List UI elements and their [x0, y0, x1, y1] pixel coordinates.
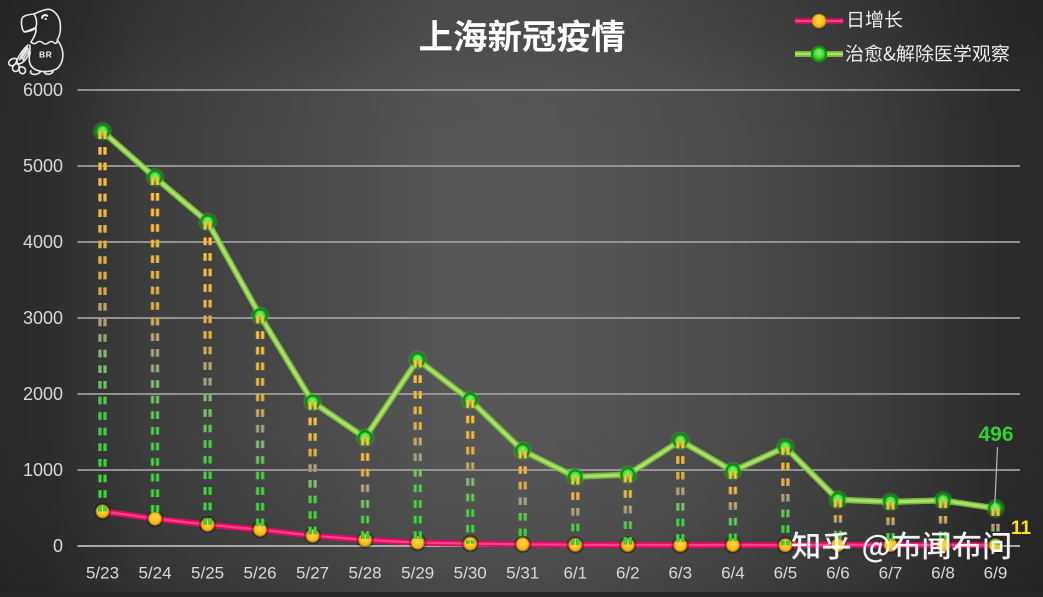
svg-text:496: 496: [978, 423, 1013, 446]
svg-text:6/3: 6/3: [668, 564, 692, 583]
svg-text:5/31: 5/31: [506, 564, 539, 583]
svg-text:5/29: 5/29: [401, 564, 434, 583]
svg-text:5/28: 5/28: [349, 564, 382, 583]
svg-text:6/9: 6/9: [984, 564, 1008, 583]
svg-text:4000: 4000: [23, 232, 63, 252]
svg-text:2000: 2000: [23, 384, 63, 404]
svg-text:5/27: 5/27: [296, 564, 329, 583]
svg-text:5000: 5000: [23, 156, 63, 176]
svg-text:6/8: 6/8: [931, 564, 955, 583]
svg-text:6/2: 6/2: [616, 564, 640, 583]
svg-text:11: 11: [1011, 518, 1032, 539]
svg-text:5/26: 5/26: [244, 564, 277, 583]
svg-text:5/24: 5/24: [138, 564, 171, 583]
svg-text:6/6: 6/6: [826, 564, 850, 583]
svg-text:5/25: 5/25: [191, 564, 224, 583]
svg-text:6000: 6000: [23, 80, 63, 100]
svg-text:3000: 3000: [23, 308, 63, 328]
svg-text:1000: 1000: [23, 460, 63, 480]
svg-text:6/4: 6/4: [721, 564, 745, 583]
svg-text:6/5: 6/5: [774, 564, 798, 583]
svg-text:0: 0: [53, 536, 63, 556]
svg-text:6/7: 6/7: [879, 564, 903, 583]
svg-text:5/23: 5/23: [86, 564, 119, 583]
svg-text:6/1: 6/1: [563, 564, 587, 583]
svg-text:BR: BR: [39, 50, 52, 60]
svg-text:5/30: 5/30: [454, 564, 487, 583]
